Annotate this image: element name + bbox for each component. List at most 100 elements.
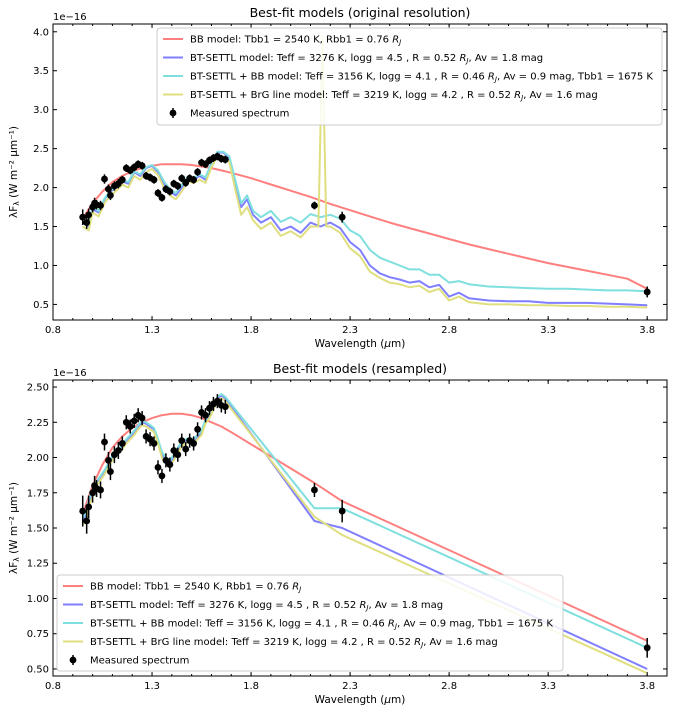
chart-original-resolution: Best-fit models (original resolution) 1e−… bbox=[8, 5, 668, 350]
x-tick-label: 3.3 bbox=[540, 681, 556, 692]
data-point bbox=[107, 191, 114, 199]
data-point bbox=[154, 189, 162, 197]
series-line-1 bbox=[82, 151, 648, 307]
x-tick-label: 3.8 bbox=[639, 325, 655, 336]
legend-label-3: BT-SETTL + BrG line model: Teff = 3219 K… bbox=[90, 637, 498, 649]
x-axis-label: Wavelength (μm) bbox=[315, 694, 406, 706]
data-point bbox=[178, 437, 186, 445]
y-axis-label: λFλ​ (W m⁻² μm⁻¹) bbox=[8, 482, 21, 574]
axes-frame bbox=[52, 23, 668, 321]
data-point bbox=[130, 417, 138, 425]
y-tick-label: 2.50 bbox=[27, 383, 49, 394]
legend-marker bbox=[169, 109, 177, 117]
x-tick-label: 2.3 bbox=[342, 325, 358, 336]
legend-label-1: BT-SETTL model: Teff = 3276 K, logg = 4.… bbox=[90, 600, 443, 612]
plot-area bbox=[79, 393, 651, 675]
data-point bbox=[202, 411, 209, 419]
y-tick-label: 1.50 bbox=[27, 524, 49, 535]
legend-label-1: BT-SETTL model: Teff = 3276 K, logg = 4.… bbox=[190, 53, 543, 65]
y-tick-label: 1.00 bbox=[27, 594, 49, 605]
data-point bbox=[182, 179, 190, 187]
data-point bbox=[79, 213, 87, 221]
x-axis-label: Wavelength (μm) bbox=[315, 338, 406, 350]
y-tick-label: 2.0 bbox=[33, 183, 49, 194]
x-tick-label: 0.8 bbox=[45, 325, 61, 336]
data-point bbox=[79, 507, 87, 515]
series-line-0 bbox=[81, 163, 648, 290]
data-point bbox=[107, 468, 114, 476]
data-point bbox=[126, 423, 134, 430]
data-point bbox=[178, 174, 186, 182]
data-point bbox=[311, 486, 318, 494]
data-point bbox=[174, 182, 182, 190]
y-tick-label: 1.25 bbox=[27, 559, 49, 570]
data-point bbox=[190, 176, 198, 184]
data-point bbox=[174, 451, 182, 459]
y-tick-label: 1.5 bbox=[33, 222, 49, 233]
legend-label-0: BB model: Tbb1 = 2540 K, Rbb1 = 0.76 RJ​ bbox=[90, 582, 301, 594]
x-tick-label: 1.3 bbox=[144, 681, 160, 692]
plot-area bbox=[79, 34, 651, 309]
x-tick-label: 1.8 bbox=[243, 325, 259, 336]
y-tick-label: 1.0 bbox=[33, 261, 49, 272]
y-tick-label: 4.0 bbox=[33, 27, 49, 38]
y-offset-text: 1e−16 bbox=[53, 368, 87, 379]
data-point bbox=[101, 175, 108, 183]
data-point bbox=[643, 288, 651, 296]
y-tick-label: 2.25 bbox=[27, 418, 49, 429]
series-line-3 bbox=[82, 34, 648, 309]
x-tick-label: 3.8 bbox=[639, 681, 655, 692]
data-point bbox=[338, 213, 346, 221]
data-point bbox=[194, 425, 201, 433]
data-point bbox=[85, 211, 93, 219]
legend-label-measured: Measured spectrum bbox=[190, 109, 289, 120]
chart-title: Best-fit models (resampled) bbox=[273, 361, 447, 376]
x-tick-label: 2.8 bbox=[441, 681, 457, 692]
data-point bbox=[194, 168, 201, 176]
data-point bbox=[311, 202, 318, 209]
data-point bbox=[221, 403, 229, 411]
data-point bbox=[158, 194, 166, 202]
y-tick-label: 0.5 bbox=[33, 300, 49, 311]
y-tick-label: 3.0 bbox=[33, 105, 49, 116]
legend-marker bbox=[69, 656, 77, 664]
y-tick-label: 1.75 bbox=[27, 488, 49, 499]
data-point bbox=[166, 461, 174, 468]
data-point bbox=[643, 644, 651, 652]
data-point bbox=[150, 440, 158, 447]
legend-label-0: BB model: Tbb1 = 2540 K, Rbb1 = 0.76 RJ​ bbox=[190, 35, 401, 47]
y-tick-label: 2.00 bbox=[27, 453, 49, 464]
data-point bbox=[97, 486, 104, 494]
legend-label-2: BT-SETTL + BB model: Teff = 3156 K, logg… bbox=[90, 619, 553, 631]
data-point bbox=[101, 438, 108, 446]
legend-label-3: BT-SETTL + BrG line model: Teff = 3219 K… bbox=[190, 90, 598, 102]
data-point bbox=[138, 162, 146, 170]
x-tick-label: 1.3 bbox=[144, 325, 160, 336]
series-line-0 bbox=[81, 412, 648, 642]
data-point bbox=[166, 188, 174, 195]
series-line-3 bbox=[81, 397, 648, 675]
legend-label-measured: Measured spectrum bbox=[90, 656, 189, 667]
legend: BB model: Tbb1 = 2540 K, Rbb1 = 0.76 RJ​… bbox=[156, 27, 663, 126]
y-tick-label: 2.5 bbox=[33, 144, 49, 155]
y-tick-label: 0.75 bbox=[27, 629, 49, 640]
data-point bbox=[85, 503, 93, 511]
x-tick-label: 3.3 bbox=[540, 325, 556, 336]
chart-resampled: Best-fit models (resampled) 1e−16 0.8 1.3 1.… bbox=[8, 361, 668, 706]
data-point bbox=[118, 176, 126, 184]
legend-label-2: BT-SETTL + BB model: Teff = 3156 K, logg… bbox=[190, 72, 653, 84]
chart-title: Best-fit models (original resolution) bbox=[250, 5, 471, 20]
data-point bbox=[138, 414, 146, 422]
y-axis-label: λFλ​ (W m⁻² μm⁻¹) bbox=[8, 126, 21, 218]
x-tick-label: 2.8 bbox=[441, 325, 457, 336]
x-tick-label: 1.8 bbox=[243, 681, 259, 692]
y-offset-text: 1e−16 bbox=[53, 12, 87, 23]
data-point bbox=[97, 202, 104, 209]
data-point bbox=[154, 463, 162, 471]
legend-box bbox=[156, 27, 663, 126]
data-point bbox=[118, 440, 126, 447]
legend: BB model: Tbb1 = 2540 K, Rbb1 = 0.76 RJ​… bbox=[56, 574, 564, 672]
x-tick-label: 0.8 bbox=[45, 681, 61, 692]
data-point bbox=[182, 445, 190, 453]
